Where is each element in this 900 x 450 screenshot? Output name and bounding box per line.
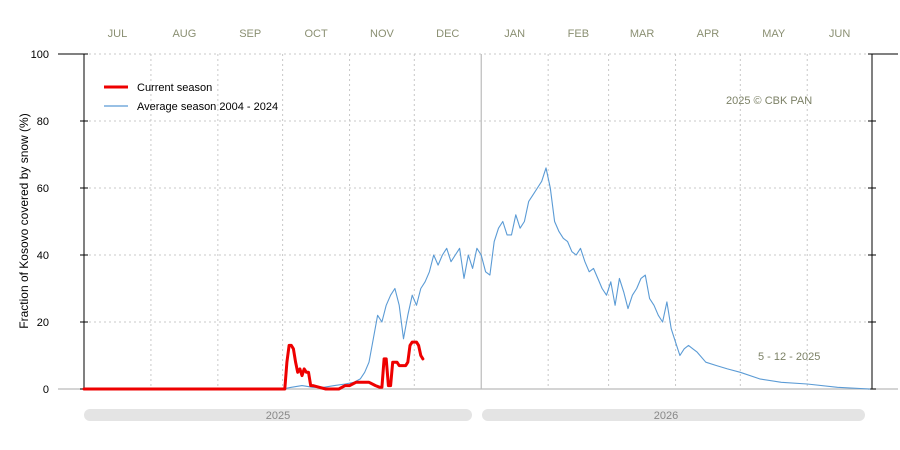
copyright-annotation: 2025 © CBK PAN [726, 95, 812, 107]
month-label-aug: AUG [172, 28, 196, 40]
month-label-jul: JUL [108, 28, 128, 40]
series-layer [82, 167, 871, 391]
ytick-label-0: 0 [43, 384, 49, 396]
month-label-jun: JUN [829, 28, 850, 40]
month-label-jan: JAN [504, 28, 525, 40]
year-bars: 2025 2026 [84, 409, 865, 422]
legend-label-current: Current season [137, 82, 212, 94]
series-line-average [83, 167, 871, 390]
month-label-dec: DEC [436, 28, 459, 40]
ytick-label-20: 20 [37, 317, 49, 329]
month-label-apr: APR [697, 28, 720, 40]
grid-layer [84, 53, 872, 389]
year-bar-2025 [84, 409, 472, 421]
series-line-current [82, 340, 425, 391]
ytick-label-100: 100 [31, 49, 49, 61]
year-label-2025: 2025 [266, 410, 290, 422]
month-label-oct: OCT [304, 28, 328, 40]
legend: Current season Average season 2004 - 202… [104, 82, 278, 113]
month-label-nov: NOV [370, 28, 395, 40]
month-label-sep: SEP [239, 28, 261, 40]
legend-label-average: Average season 2004 - 2024 [137, 101, 278, 113]
axes-layer: JUL AUG SEP OCT NOV DEC JAN FEB MAR APR MAY JUN 0 20 4… [31, 28, 898, 396]
y-axis-label: Fraction of Kosovo covered by snow (%) [17, 113, 31, 328]
ytick-label-40: 40 [37, 250, 49, 262]
month-label-may: MAY [762, 28, 786, 40]
date-annotation: 5 - 12 - 2025 [758, 351, 820, 363]
ytick-label-60: 60 [37, 183, 49, 195]
year-label-2026: 2026 [654, 410, 678, 422]
year-bar-2026 [482, 409, 865, 421]
ytick-label-80: 80 [37, 116, 49, 128]
month-label-feb: FEB [568, 28, 589, 40]
month-label-mar: MAR [630, 28, 655, 40]
